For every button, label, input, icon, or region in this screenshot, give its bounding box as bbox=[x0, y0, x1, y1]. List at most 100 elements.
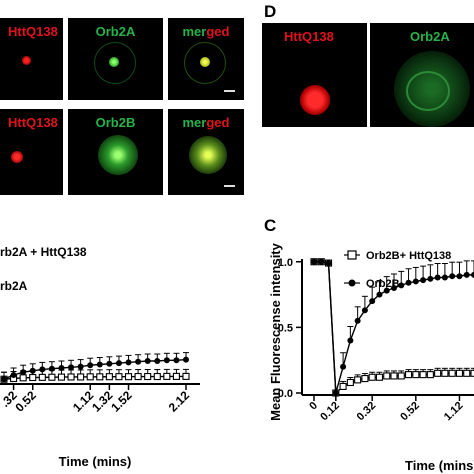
data-point bbox=[115, 373, 123, 381]
data-point bbox=[340, 363, 347, 370]
data-point bbox=[115, 360, 122, 367]
aggregate-spot bbox=[109, 57, 119, 67]
data-point bbox=[77, 373, 85, 381]
x-tick-label: 0 bbox=[307, 400, 320, 413]
data-point bbox=[369, 298, 376, 305]
data-point bbox=[441, 369, 449, 377]
data-point bbox=[10, 372, 17, 378]
data-point bbox=[105, 373, 113, 381]
y-axis-label: Mean Fluorescense intensity bbox=[268, 242, 283, 420]
y-tick-label: 1.0 bbox=[278, 257, 293, 269]
data-point bbox=[96, 361, 103, 368]
x-tick-label: 1.12 bbox=[442, 400, 466, 424]
micrograph-merged: merged bbox=[168, 109, 244, 195]
data-point bbox=[29, 373, 37, 382]
aggregate-spot bbox=[200, 57, 210, 67]
data-point bbox=[48, 365, 55, 372]
data-point bbox=[318, 258, 325, 265]
data-point bbox=[163, 372, 171, 380]
x-tick-label: 0.52 bbox=[398, 400, 422, 424]
channel-label: Orb2B bbox=[95, 115, 136, 130]
data-point bbox=[135, 358, 142, 365]
data-point bbox=[172, 372, 180, 380]
data-point bbox=[20, 369, 27, 376]
data-point bbox=[87, 362, 94, 369]
data-point bbox=[405, 279, 412, 286]
data-point bbox=[412, 278, 419, 285]
series-filled-circle bbox=[1, 352, 189, 383]
legend-label-series-2: Orb2B bbox=[366, 278, 400, 290]
data-point bbox=[77, 363, 84, 370]
data-point bbox=[106, 360, 113, 367]
data-point bbox=[375, 373, 384, 381]
legend-label-series-2: rb2A bbox=[0, 279, 28, 293]
panel-letter-c: C bbox=[264, 216, 277, 235]
data-point bbox=[38, 373, 46, 381]
micrograph-orb2a-green: Orb2A bbox=[68, 18, 163, 100]
data-point bbox=[124, 373, 133, 381]
data-point bbox=[58, 365, 65, 371]
data-point bbox=[361, 375, 369, 383]
data-point bbox=[68, 364, 75, 371]
series-filled-circle bbox=[311, 258, 474, 396]
channel-label: merged bbox=[182, 24, 230, 39]
legend-marker-filled-circle bbox=[348, 279, 356, 287]
data-point bbox=[368, 373, 376, 381]
data-point bbox=[441, 274, 448, 281]
data-point bbox=[463, 369, 471, 377]
x-axis-label: Time (mins) bbox=[405, 458, 474, 473]
data-point bbox=[426, 371, 434, 379]
data-point bbox=[1, 376, 7, 383]
data-point bbox=[463, 271, 470, 278]
scale-bar bbox=[224, 185, 235, 187]
data-point bbox=[354, 376, 362, 384]
data-point bbox=[420, 277, 427, 284]
data-point bbox=[125, 359, 132, 366]
data-point bbox=[332, 390, 339, 396]
data-point bbox=[182, 372, 190, 380]
data-point bbox=[376, 291, 383, 298]
data-point bbox=[471, 271, 474, 278]
channel-label: Orb2A bbox=[95, 24, 136, 39]
data-point bbox=[325, 260, 332, 267]
data-point bbox=[339, 382, 347, 390]
micrograph-d-orb2a: Orb2A bbox=[370, 23, 474, 127]
data-point bbox=[434, 274, 441, 281]
data-point bbox=[153, 372, 161, 381]
x-tick-label: 0.52 bbox=[12, 388, 39, 415]
micrograph-merged: merged bbox=[168, 18, 244, 100]
data-point bbox=[404, 371, 413, 379]
data-point bbox=[412, 371, 420, 379]
channel-label: HttQ138 bbox=[8, 115, 58, 130]
data-point bbox=[448, 369, 456, 377]
data-point bbox=[427, 275, 434, 282]
data-point bbox=[29, 367, 36, 374]
data-point bbox=[154, 358, 161, 364]
data-point bbox=[346, 378, 354, 387]
data-point bbox=[19, 374, 27, 382]
data-point bbox=[383, 372, 391, 380]
data-point bbox=[361, 307, 368, 314]
data-point bbox=[163, 357, 170, 364]
data-point bbox=[311, 258, 317, 265]
micrograph-orb2b-green: Orb2B bbox=[68, 109, 163, 195]
data-point bbox=[144, 372, 152, 381]
channel-label: HttQ138 bbox=[8, 24, 58, 39]
legend: Orb2B+ HttQ138 Orb2B bbox=[344, 250, 451, 290]
data-point bbox=[449, 273, 456, 280]
data-point bbox=[173, 357, 180, 364]
data-point bbox=[455, 369, 464, 377]
x-tick-label: 0.32 bbox=[355, 400, 379, 424]
data-point bbox=[397, 372, 405, 380]
data-point bbox=[456, 273, 463, 280]
legend-marker-open-square bbox=[347, 250, 357, 260]
data-point bbox=[391, 285, 397, 291]
data-point bbox=[48, 373, 56, 381]
aggregate-spot bbox=[22, 56, 31, 65]
aggregate-spot bbox=[98, 135, 138, 175]
x-tick-label: 0.12 bbox=[318, 400, 342, 424]
y-tick-label: 0.5 bbox=[278, 322, 293, 334]
data-point bbox=[398, 282, 405, 289]
channel-label: Orb2A bbox=[410, 29, 450, 44]
y-tick-label: 0.0 bbox=[278, 388, 293, 400]
